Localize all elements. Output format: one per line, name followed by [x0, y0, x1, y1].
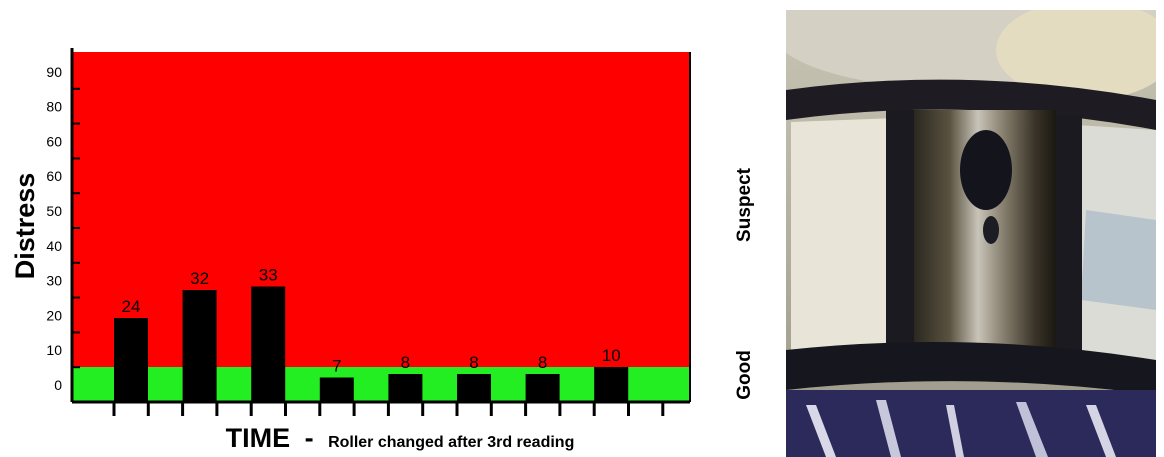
y-tick-label-7: 60 [46, 133, 62, 149]
x-axis-label: TIME - Roller changed after 3rd reading [226, 423, 575, 453]
data-label-2: 32 [190, 269, 209, 288]
good-label: Good [734, 350, 755, 400]
data-label-8: 10 [602, 346, 621, 365]
bar-7 [525, 374, 560, 402]
data-label-1: 24 [122, 297, 141, 316]
y-tick-label-4: 40 [46, 238, 62, 254]
y-tick-label-1: 10 [46, 342, 62, 358]
data-labels-layer: 24 32 33 7 8 8 8 10 [122, 266, 621, 376]
zone-good [72, 367, 690, 402]
y-tick-label-6: 60 [46, 168, 62, 184]
zones-layer [72, 52, 690, 402]
bar-3 [251, 286, 286, 402]
x-axis-note: Roller changed after 3rd reading [328, 434, 574, 451]
x-axis-separator: - [305, 423, 314, 453]
y-tick-label-5: 50 [46, 203, 62, 219]
x-axis-title: TIME [226, 423, 291, 453]
y-tick-label-9: 90 [46, 64, 62, 80]
bar-4 [319, 377, 354, 402]
y-ticks-layer: 0 10 20 30 40 50 60 60 80 90 [46, 64, 80, 403]
data-label-6: 8 [469, 353, 478, 372]
y-axis-label: Distress [10, 173, 40, 280]
roller-photo-image [786, 10, 1156, 457]
roller-photo [786, 10, 1156, 457]
bar-5 [388, 374, 423, 402]
data-label-4: 7 [332, 357, 341, 376]
bar-8 [594, 367, 629, 402]
axes-layer [70, 48, 691, 404]
data-label-7: 8 [538, 353, 547, 372]
zone-suspect [72, 52, 690, 367]
x-ticks-layer [112, 402, 665, 416]
data-label-3: 33 [259, 266, 278, 285]
y-tick-label-8: 80 [46, 99, 62, 115]
bar-6 [457, 374, 491, 402]
y-tick-label-0: 0 [54, 377, 62, 393]
bar-2 [182, 290, 217, 402]
data-label-5: 8 [401, 353, 410, 372]
y-tick-label-3: 30 [46, 273, 62, 289]
bars-layer [114, 286, 629, 402]
distress-chart: 24 32 33 7 8 8 8 10 0 10 20 30 40 50 60 60 80 90 Distres… [10, 48, 755, 453]
y-tick-label-2: 20 [46, 307, 62, 323]
bar-1 [114, 318, 148, 402]
suspect-label: Suspect [734, 167, 755, 242]
